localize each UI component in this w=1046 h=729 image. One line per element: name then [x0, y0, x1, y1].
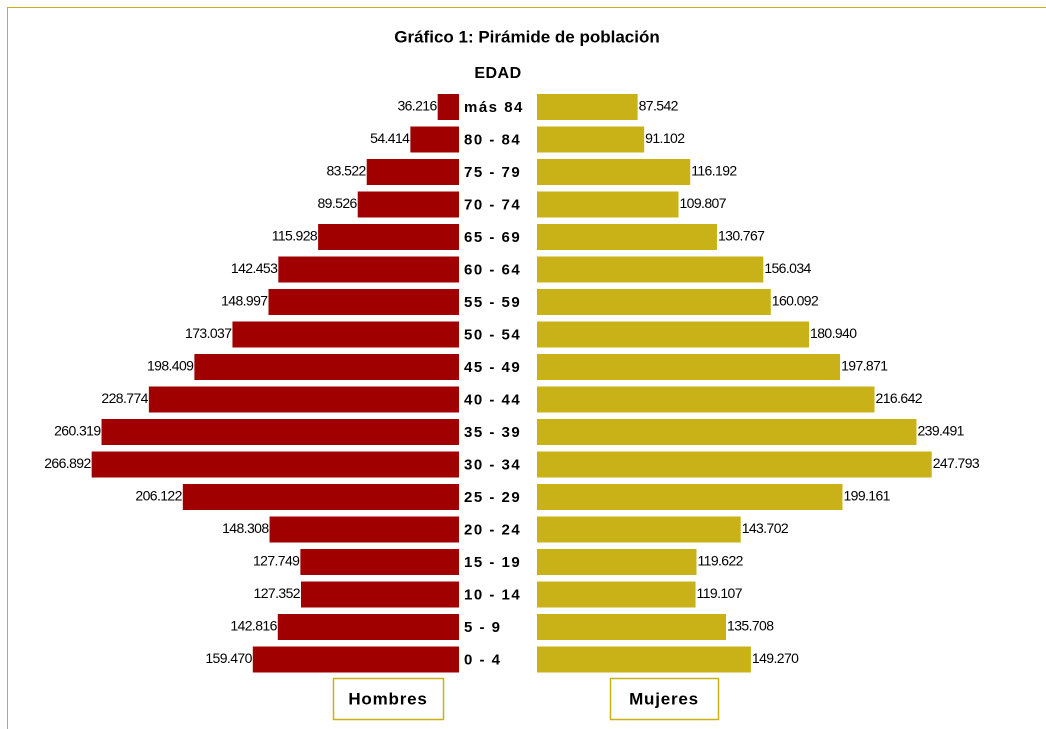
bar: [537, 224, 717, 250]
data-label: 127.352: [254, 585, 301, 601]
chart-title: Gráfico 1: Pirámide de población: [394, 27, 659, 46]
bar: [537, 126, 645, 153]
legend-label: Mujeres: [629, 689, 699, 708]
category-label: 25 - 29: [464, 489, 521, 506]
data-label: 143.702: [742, 520, 789, 536]
data-label: 228.774: [101, 390, 148, 406]
bar: [537, 354, 841, 380]
data-label: 199.161: [843, 488, 890, 504]
data-label: 159.470: [205, 650, 252, 666]
category-label: 60 - 64: [464, 261, 521, 278]
category-label: 75 - 79: [464, 164, 521, 181]
bar: [357, 191, 459, 218]
category-label: 80 - 84: [464, 131, 521, 148]
bar: [101, 419, 460, 445]
data-label: 247.793: [933, 455, 980, 471]
bar: [410, 126, 459, 153]
category-label: 0 - 4: [464, 651, 502, 668]
data-label: 198.409: [147, 358, 194, 374]
category-label: 45 - 49: [464, 359, 521, 376]
bar: [537, 94, 638, 120]
category-label: 40 - 44: [464, 391, 521, 408]
data-label: 127.749: [253, 553, 300, 569]
bar: [437, 94, 459, 120]
bar: [232, 321, 459, 348]
bar: [269, 516, 459, 543]
data-label: 148.308: [222, 520, 269, 536]
data-label: 180.940: [810, 325, 857, 341]
category-label: más 84: [464, 99, 524, 116]
axis-label: EDAD: [474, 65, 521, 82]
data-label: 115.928: [272, 228, 318, 244]
bar: [537, 386, 875, 413]
category-label: 20 - 24: [464, 521, 521, 538]
data-label: 87.542: [639, 98, 679, 114]
category-label: 30 - 34: [464, 456, 521, 473]
bar: [537, 191, 679, 218]
data-label: 239.491: [917, 423, 964, 439]
bar: [91, 451, 460, 478]
data-label: 160.092: [772, 293, 819, 309]
data-label: 197.871: [841, 358, 888, 374]
bar: [300, 581, 459, 608]
bar: [252, 646, 459, 673]
category-label: 35 - 39: [464, 424, 521, 441]
data-label: 206.122: [135, 488, 182, 504]
bar: [537, 419, 917, 445]
bar: [277, 614, 459, 640]
data-label: 156.034: [764, 260, 811, 276]
data-label: 109.807: [679, 195, 726, 211]
data-label: 89.526: [317, 195, 357, 211]
bar: [537, 549, 697, 575]
data-label: 119.622: [698, 553, 744, 569]
category-label: 15 - 19: [464, 554, 521, 571]
chart-frame: [7, 7, 1046, 729]
category-label: 5 - 9: [464, 619, 502, 636]
bar: [537, 159, 691, 185]
data-label: 91.102: [645, 130, 685, 146]
data-label: 142.816: [230, 618, 277, 634]
bar: [366, 159, 459, 185]
data-label: 216.642: [876, 390, 923, 406]
category-label: 65 - 69: [464, 229, 521, 246]
bar: [537, 256, 764, 283]
data-label: 142.453: [231, 260, 278, 276]
data-label: 135.708: [727, 618, 774, 634]
data-label: 119.107: [697, 585, 743, 601]
bar: [537, 614, 727, 640]
legend-box: [609, 677, 720, 721]
category-label: 10 - 14: [464, 586, 521, 603]
bar: [537, 581, 696, 608]
bar: [318, 224, 459, 250]
bar: [148, 386, 460, 413]
legend-label: Hombres: [348, 689, 427, 708]
data-label: 54.414: [370, 130, 410, 146]
bar: [278, 256, 459, 283]
data-label: 266.892: [44, 455, 91, 471]
bar: [537, 516, 741, 543]
data-label: 148.997: [221, 293, 268, 309]
data-label: 130.767: [718, 228, 765, 244]
bar: [537, 451, 932, 478]
bar: [537, 646, 751, 673]
bar: [300, 549, 459, 575]
bar: [537, 484, 843, 510]
data-label: 260.319: [54, 423, 101, 439]
legend-box: [332, 677, 445, 721]
category-label: 55 - 59: [464, 294, 521, 311]
data-label: 36.216: [397, 98, 437, 114]
data-label: 173.037: [185, 325, 232, 341]
category-label: 70 - 74: [464, 196, 521, 213]
bar: [537, 321, 810, 348]
data-label: 149.270: [752, 650, 799, 666]
data-label: 116.192: [691, 163, 737, 179]
bar: [268, 289, 459, 315]
bar: [194, 354, 459, 380]
category-label: 50 - 54: [464, 326, 521, 343]
bar: [182, 484, 459, 510]
data-label: 83.522: [326, 163, 366, 179]
bar: [537, 289, 771, 315]
